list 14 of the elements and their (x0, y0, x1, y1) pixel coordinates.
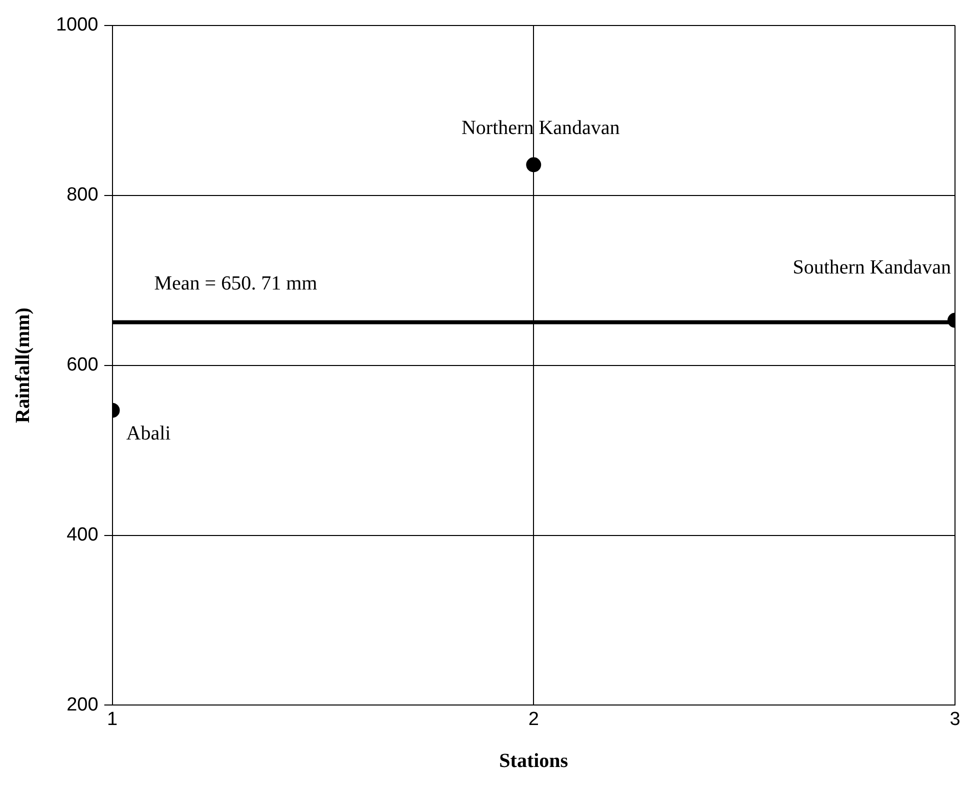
y-tick-label: 1000 (56, 14, 98, 36)
x-tick-label: 1 (106, 708, 118, 730)
x-tick-label: 3 (950, 708, 960, 730)
y-tick-label: 400 (66, 524, 98, 546)
annotation: Northern Kandavan (461, 117, 620, 140)
x-tick-label: 2 (528, 708, 539, 730)
annotation: Southern Kandavan (792, 256, 951, 279)
annotation: Mean = 650. 71 mm (154, 272, 318, 294)
y-tick-label: 600 (66, 354, 98, 376)
annotation: Abali (126, 422, 172, 445)
y-tick-label: 200 (66, 694, 98, 716)
y-tick-label: 800 (66, 184, 98, 206)
y-axis-title: Rainfall(mm) (12, 308, 34, 424)
x-axis-title: Stations (499, 750, 568, 772)
